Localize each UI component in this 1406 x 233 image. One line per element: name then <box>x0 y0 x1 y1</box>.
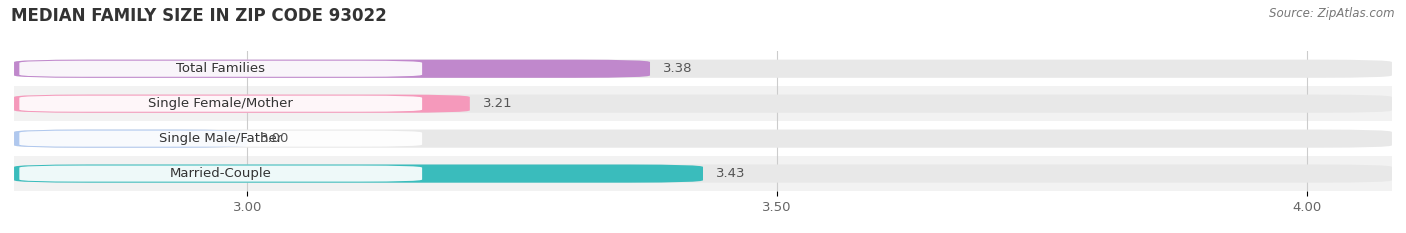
Text: 3.00: 3.00 <box>260 132 290 145</box>
Text: 3.21: 3.21 <box>482 97 512 110</box>
Text: MEDIAN FAMILY SIZE IN ZIP CODE 93022: MEDIAN FAMILY SIZE IN ZIP CODE 93022 <box>11 7 387 25</box>
FancyBboxPatch shape <box>14 95 1392 113</box>
Text: Single Female/Mother: Single Female/Mother <box>148 97 294 110</box>
FancyBboxPatch shape <box>20 131 422 147</box>
Bar <box>14 156 1392 191</box>
Text: Married-Couple: Married-Couple <box>170 167 271 180</box>
Bar <box>14 51 1392 86</box>
FancyBboxPatch shape <box>14 164 1392 183</box>
Text: Source: ZipAtlas.com: Source: ZipAtlas.com <box>1270 7 1395 20</box>
Text: Single Male/Father: Single Male/Father <box>159 132 283 145</box>
FancyBboxPatch shape <box>14 60 1392 78</box>
FancyBboxPatch shape <box>14 164 703 183</box>
Text: 3.38: 3.38 <box>662 62 692 75</box>
Bar <box>14 121 1392 156</box>
FancyBboxPatch shape <box>14 130 247 148</box>
FancyBboxPatch shape <box>14 60 650 78</box>
Bar <box>14 86 1392 121</box>
FancyBboxPatch shape <box>20 61 422 77</box>
FancyBboxPatch shape <box>14 130 1392 148</box>
FancyBboxPatch shape <box>20 96 422 112</box>
FancyBboxPatch shape <box>14 95 470 113</box>
Text: Total Families: Total Families <box>176 62 266 75</box>
FancyBboxPatch shape <box>20 166 422 182</box>
Text: 3.43: 3.43 <box>716 167 745 180</box>
